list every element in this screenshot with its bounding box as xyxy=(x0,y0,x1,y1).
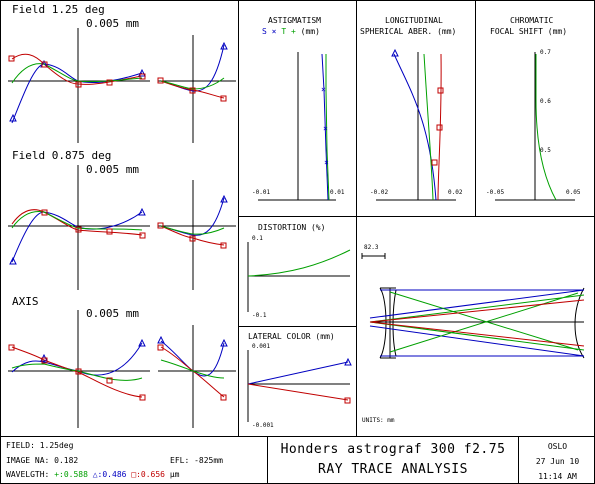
footer-image-na: IMAGE NA: 0.182 xyxy=(6,456,79,465)
field-2-label: Field 0.875 deg xyxy=(12,149,112,162)
field-1-label: Field 1.25 deg xyxy=(12,3,105,16)
lateral-color-plot xyxy=(247,350,352,422)
system-title: Honders astrograf 300 f2.75 xyxy=(280,442,506,457)
distortion-bottom: -0.1 xyxy=(252,312,267,319)
longitudinal-plot xyxy=(376,48,456,201)
fan-sagittal-2 xyxy=(157,180,236,290)
astig-unit: (mm) xyxy=(300,27,320,36)
analysis-title: RAY TRACE ANALYSIS xyxy=(318,462,468,477)
field-1-scale: 0.005 mm xyxy=(86,17,139,30)
astig-legend-p: + xyxy=(290,27,296,36)
longit-xmax: 0.02 xyxy=(448,189,463,196)
lens-layout xyxy=(361,253,585,359)
astigmatism-plot: × × × xyxy=(258,52,336,201)
astig-title: ASTIGMATISM xyxy=(268,16,321,25)
fan-tangential-1 xyxy=(8,28,150,143)
chrom-y3: 0.5 xyxy=(540,147,551,154)
footer-efl: EFL: -825mm xyxy=(170,456,223,465)
astig-legend: S × T + (mm) xyxy=(262,28,320,36)
layout-scale: 82.3 xyxy=(364,244,379,251)
fan-sagittal-axis xyxy=(157,325,236,428)
astig-legend-s: S xyxy=(262,27,267,36)
lateral-title: LATERAL COLOR (mm) xyxy=(248,332,335,341)
field-2-scale: 0.005 mm xyxy=(86,163,139,176)
chrom-xmax: 0.05 xyxy=(566,189,581,196)
chromatic-plot xyxy=(495,52,575,201)
chrom-title1: CHROMATIC xyxy=(510,16,554,25)
fan-tangential-axis xyxy=(8,310,150,428)
longit-xmin: -0.02 xyxy=(370,189,389,196)
chrom-xmin: -0.05 xyxy=(486,189,505,196)
layout-units: UNITS: mm xyxy=(362,417,395,424)
wavelength-blue: △:0.486 xyxy=(92,470,127,479)
time: 11:14 AM xyxy=(538,472,577,481)
longit-title2: SPHERICAL ABER. (mm) xyxy=(360,27,457,36)
astig-xmax: 0.01 xyxy=(330,189,345,196)
chrom-title2: FOCAL SHIFT (mm) xyxy=(490,27,568,36)
svg-text:×: × xyxy=(321,85,326,94)
fan-tangential-2 xyxy=(8,165,150,290)
distortion-top: 0.1 xyxy=(252,235,263,242)
chrom-y1: 0.7 xyxy=(540,49,551,56)
footer-wavelengths: WAVELGTH: +:0.588 △:0.486 □:0.656 µm xyxy=(6,471,179,479)
ray-fans xyxy=(8,28,236,428)
svg-text:×: × xyxy=(324,158,329,167)
field-axis-scale: 0.005 mm xyxy=(86,307,139,320)
fan-sagittal-1 xyxy=(157,35,236,143)
wavelength-red: □:0.656 xyxy=(131,470,165,479)
astig-legend-x: × xyxy=(271,27,277,36)
longit-title1: LONGITUDINAL xyxy=(385,16,443,25)
astig-xmin: -0.01 xyxy=(252,189,271,196)
lateral-top: 0.001 xyxy=(252,343,271,350)
astig-legend-t: T xyxy=(281,27,287,36)
program-name: OSLO xyxy=(547,442,568,451)
wavelength-unit: µm xyxy=(169,470,180,479)
distortion-plot xyxy=(247,242,351,312)
footer-field: FIELD: 1.25deg xyxy=(6,441,74,450)
svg-text:×: × xyxy=(323,124,328,133)
field-axis-label: AXIS xyxy=(12,295,39,308)
date: 27 Jun 10 xyxy=(535,457,580,466)
wavelength-label: WAVELGTH: xyxy=(6,470,50,479)
distortion-title: DISTORTION (%) xyxy=(258,223,326,232)
lateral-bottom: -0.001 xyxy=(252,422,274,429)
wavelength-green: +:0.588 xyxy=(54,470,88,479)
chrom-y2: 0.6 xyxy=(540,98,551,105)
